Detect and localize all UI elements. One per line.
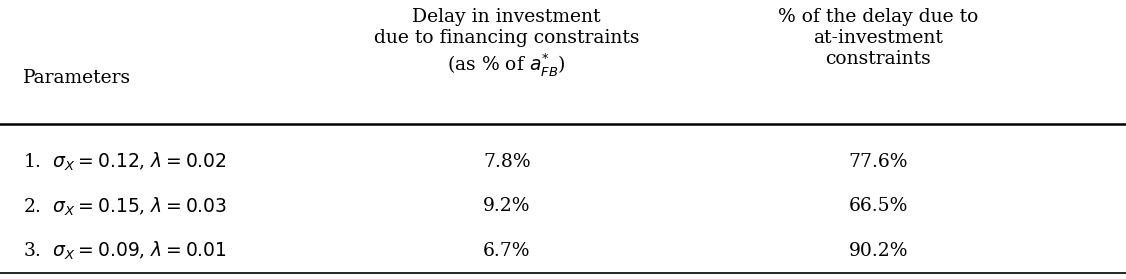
Text: Delay in investment
due to financing constraints
(as % of $a^{*}_{FB}$): Delay in investment due to financing con… [374, 8, 640, 78]
Text: % of the delay due to
at-investment
constraints: % of the delay due to at-investment cons… [778, 8, 978, 68]
Text: 66.5%: 66.5% [849, 198, 908, 215]
Text: 2.  $\sigma_X = 0.15$, $\lambda = 0.03$: 2. $\sigma_X = 0.15$, $\lambda = 0.03$ [23, 195, 226, 218]
Text: 6.7%: 6.7% [483, 242, 530, 260]
Text: Parameters: Parameters [23, 69, 131, 87]
Text: 3.  $\sigma_X = 0.09$, $\lambda = 0.01$: 3. $\sigma_X = 0.09$, $\lambda = 0.01$ [23, 240, 226, 262]
Text: 7.8%: 7.8% [483, 153, 530, 171]
Text: 90.2%: 90.2% [849, 242, 908, 260]
Text: 9.2%: 9.2% [483, 198, 530, 215]
Text: 77.6%: 77.6% [849, 153, 908, 171]
Text: 1.  $\sigma_X = 0.12$, $\lambda = 0.02$: 1. $\sigma_X = 0.12$, $\lambda = 0.02$ [23, 151, 226, 173]
